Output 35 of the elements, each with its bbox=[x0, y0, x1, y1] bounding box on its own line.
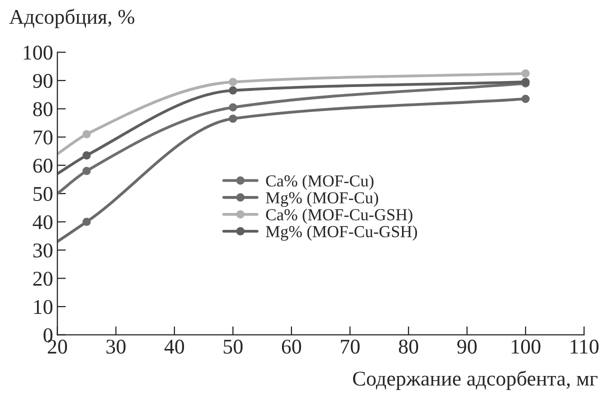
x-tick-label: 50 bbox=[224, 340, 243, 354]
x-axis-title: Содержание адсорбента, мг bbox=[353, 370, 598, 390]
y-tick-label: 30 bbox=[33, 243, 52, 258]
y-tick-label: 20 bbox=[33, 272, 52, 286]
x-tick-label: 80 bbox=[398, 340, 418, 354]
x-tick-label: 100 bbox=[512, 340, 540, 354]
point bbox=[82, 151, 91, 160]
point bbox=[521, 69, 530, 78]
x-tick-label: 30 bbox=[106, 340, 126, 354]
point bbox=[228, 114, 238, 123]
point bbox=[521, 94, 530, 103]
point bbox=[228, 103, 238, 112]
y-tick-label: 60 bbox=[33, 158, 52, 173]
y-tick-label: 70 bbox=[34, 130, 52, 144]
point bbox=[82, 166, 91, 176]
point bbox=[228, 78, 238, 86]
legend-label: Ca% (MOF-Cu) bbox=[266, 174, 374, 190]
x-tick-label: 60 bbox=[282, 340, 302, 354]
y-tick-label: 40 bbox=[32, 215, 52, 230]
legend-label: Mg% (MOF-Cu-GSH) bbox=[266, 226, 417, 241]
legend-label: Mg% (MOF-Cu) bbox=[266, 192, 378, 207]
y-tick-label: 100 bbox=[24, 46, 52, 60]
x-tick-label: 110 bbox=[570, 340, 599, 354]
y-tick-label: 10 bbox=[34, 300, 52, 314]
y-tick-label: 90 bbox=[33, 74, 52, 88]
x-tick-label: 70 bbox=[340, 340, 360, 354]
point bbox=[82, 218, 91, 226]
point bbox=[82, 130, 91, 138]
point bbox=[228, 86, 238, 95]
y-axis-title: Адсорбция, % bbox=[9, 8, 134, 28]
legend-label: Ca% (MOF-Cu-GSH) bbox=[266, 208, 412, 224]
x-tick-label: 40 bbox=[164, 340, 184, 354]
y-tick-label: 50 bbox=[34, 186, 52, 201]
y-tick-label: 80 bbox=[33, 102, 52, 116]
x-tick-label: 90 bbox=[457, 340, 477, 354]
